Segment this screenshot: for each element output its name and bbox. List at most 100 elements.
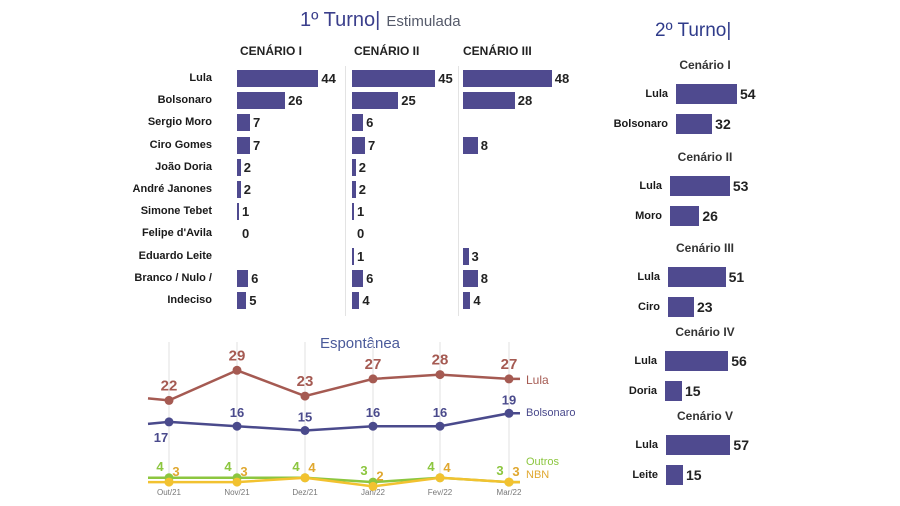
bar-value-label: 1 [242,204,250,220]
bar-value-label: 54 [740,86,756,102]
first-round-title: 1º Turno| Estimulada [300,9,461,32]
bar-value-label: 32 [715,116,731,132]
bar [352,181,356,198]
bar [665,381,682,401]
bar-value-label: 6 [366,270,374,286]
data-label: 4 [427,459,435,474]
bar [665,351,729,371]
data-label: 27 [365,356,382,373]
bar-value-label: 56 [731,353,747,369]
candidate-label: Lula [639,180,662,192]
bar [463,92,515,110]
bar [237,92,286,110]
data-label: 29 [229,347,246,364]
bar-value-label: 15 [684,383,701,399]
candidate-label: Bolsonaro [157,94,212,107]
scenario-header: Cenário II [677,150,733,164]
bar [463,247,469,265]
scenario-header: Cenário III [675,241,734,255]
bar-value-label: 51 [728,269,745,285]
bar [237,114,250,132]
bar-value-label: 25 [401,93,416,109]
bar [237,203,239,221]
bar-value-label: 0 [242,226,250,242]
bar-value-label: 26 [288,93,303,109]
bar [352,136,365,154]
bar-value-label: 2 [358,159,366,175]
data-label: 15 [298,410,312,425]
series-line-lula [147,368,520,402]
bar [463,292,471,309]
bar-value-label: 8 [480,270,489,286]
data-point [164,477,174,487]
data-label: 3 [496,463,503,478]
scenario-header: CENÁRIO III [463,44,532,58]
data-label: 4 [224,459,232,474]
bar-value-label: 8 [480,137,489,153]
data-point [232,477,242,487]
data-label: 16 [230,405,244,420]
bar-value-label: 7 [367,137,376,153]
series-line-bolsonaro [147,412,520,432]
first-round-subtitle: Estimulada [386,13,461,30]
candidate-label: Moro [635,210,662,222]
data-label: 17 [154,430,168,445]
bar-value-label: 44 [321,71,336,86]
bar-value-label: 23 [696,299,713,315]
scenario-header: CENÁRIO I [240,44,303,58]
x-tick-label: Fev/22 [428,488,453,497]
candidate-label: Lula [645,88,668,100]
legend-entry: Bolsonaro [526,407,576,419]
data-label: 4 [156,459,164,474]
data-label: 4 [292,459,300,474]
data-label: 27 [501,356,518,373]
candidate-label: Felipe d'Avila [141,227,212,240]
candidate-label: Lula [189,72,212,84]
candidate-label: Eduardo Leite [138,249,212,262]
data-point [164,395,174,405]
candidate-label: André Janones [132,183,212,195]
candidate-label: Bolsonaro [613,118,668,130]
bar [676,114,713,134]
data-point [300,391,310,401]
bar [463,136,478,154]
candidate-label: Sergio Moro [147,116,212,129]
bar-value-label: 53 [732,178,749,194]
bar-value-label: 15 [685,467,702,483]
scenario-header: Cenário IV [675,325,735,339]
data-point [435,421,445,431]
bar-value-label: 2 [243,159,251,175]
x-tick-label: Out/21 [157,488,182,497]
bar-value-label: 28 [517,93,533,109]
bar-value-label: 26 [702,208,718,224]
bar [463,269,478,287]
data-point [504,477,514,487]
data-point [368,421,378,431]
bar [237,70,319,87]
bar-value-label: 48 [554,71,570,86]
bar-value-label: 2 [243,182,251,197]
bar [670,206,700,226]
bar-value-label: 3 [471,248,479,264]
bar [237,292,247,309]
bar-value-label: 2 [358,182,366,197]
data-label: 23 [297,373,314,390]
candidate-label: Lula [637,271,660,283]
second-round-title: 2º Turno| [655,20,732,41]
data-label: 3 [240,464,247,479]
candidate-label: Branco / Nulo / [134,271,212,284]
chart-title: Espontânea [320,335,401,352]
bar-value-label: 7 [252,115,261,131]
bar [463,70,552,87]
bar [237,181,241,198]
bar-value-label: 4 [362,293,370,308]
bar [666,435,731,455]
bar-value-label: 6 [251,270,259,286]
data-point [300,473,310,483]
bar [666,465,683,485]
bar [352,70,436,87]
data-label: 28 [432,352,449,369]
data-point [232,421,242,431]
data-point [504,408,514,418]
scenario-header: CENÁRIO II [354,44,420,58]
